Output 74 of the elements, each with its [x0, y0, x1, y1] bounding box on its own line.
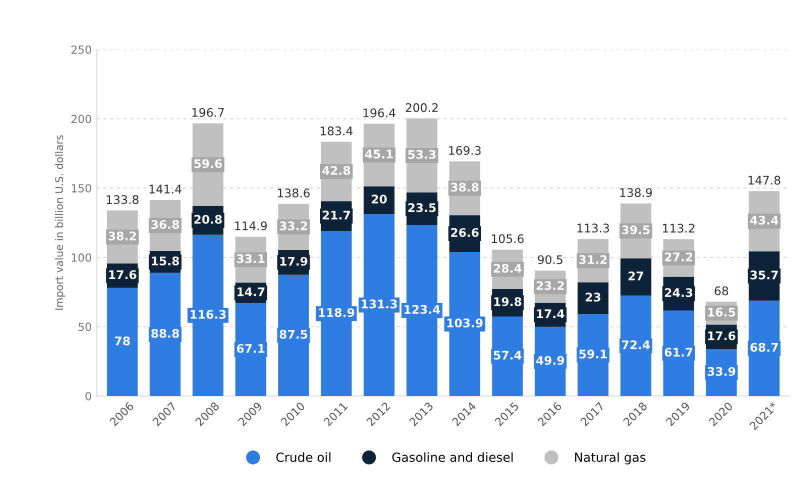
total-label: 138.9: [620, 188, 652, 198]
y-tick-label: 250: [71, 45, 92, 54]
total-label: 147.8: [748, 176, 780, 185]
total-label: 133.8: [106, 195, 138, 204]
data-label: 88.8: [151, 328, 180, 338]
total-label: 196.7: [192, 108, 224, 117]
data-label: 61.7: [664, 348, 692, 357]
data-label: 24.3: [665, 288, 692, 298]
data-label: 23.2: [536, 281, 564, 290]
data-label: 103.9: [447, 318, 483, 328]
total-label: 169.3: [449, 146, 481, 155]
y-tick-label: 50: [78, 322, 92, 332]
legend-label: Crude oil: [276, 452, 330, 462]
data-label: 67.1: [236, 344, 265, 353]
data-label: 42.8: [322, 166, 350, 175]
y-axis-title: Import value in billion U.S. dollars: [55, 135, 66, 310]
data-label: 116.3: [190, 310, 226, 319]
total-label: 196.4: [364, 108, 396, 118]
data-label: 14.7: [238, 287, 264, 296]
data-label: 31.2: [579, 255, 607, 264]
data-label: 19.8: [494, 297, 522, 306]
data-label: 59.1: [579, 350, 607, 358]
total-label: 113.2: [663, 224, 694, 233]
data-label: 33.9: [708, 367, 736, 376]
data-label: 78: [114, 336, 130, 346]
legend-label: Natural gas: [575, 452, 646, 464]
data-label: 39.5: [622, 225, 650, 234]
data-label: 20: [372, 194, 387, 204]
total-label: 200.2: [406, 103, 438, 112]
data-label: 131.3: [362, 300, 397, 308]
data-label: 21.7: [322, 210, 350, 220]
data-label: 16.5: [708, 308, 736, 317]
y-tick-label: 0: [86, 392, 92, 400]
data-label: 23: [586, 292, 600, 302]
data-label: 43.4: [750, 216, 778, 225]
data-label: 68.7: [750, 342, 778, 352]
total-label: 138.6: [278, 188, 310, 198]
data-label: 36.8: [151, 220, 180, 229]
data-label: 33.1: [236, 254, 265, 264]
data-label: 27: [628, 271, 644, 280]
total-label: 114.9: [235, 221, 267, 230]
data-label: 28.4: [494, 264, 522, 273]
data-label: 33.2: [280, 221, 308, 230]
data-label: 15.8: [152, 256, 180, 266]
data-label: 38.2: [108, 232, 136, 240]
y-tick-label: 100: [72, 253, 92, 262]
legend-label: Gasoline and diesel: [392, 452, 513, 462]
data-label: 118.9: [318, 308, 354, 318]
total-label: 90.5: [538, 255, 562, 264]
data-label: 35.7: [750, 270, 778, 280]
total-label: 68: [714, 286, 728, 296]
data-label: 72.4: [622, 340, 650, 350]
total-label: 113.3: [577, 224, 610, 233]
total-label: 105.6: [492, 234, 524, 244]
data-label: 53.3: [408, 150, 436, 159]
data-label: 57.4: [494, 350, 522, 360]
data-label: 23.5: [408, 203, 436, 212]
total-label: 141.4: [150, 184, 182, 194]
data-label: 59.6: [194, 159, 222, 168]
data-label: 45.1: [365, 150, 393, 158]
data-label: 38.8: [450, 182, 479, 192]
data-label: 17.4: [537, 309, 564, 318]
y-tick-label: 150: [72, 184, 92, 192]
data-label: 17.6: [708, 331, 736, 340]
data-label: 27.2: [665, 252, 692, 262]
total-label: 183.4: [320, 126, 353, 136]
data-label: 87.5: [280, 330, 308, 339]
data-label: 26.6: [451, 228, 479, 237]
data-label: 17.6: [109, 270, 136, 280]
data-label: 20.8: [194, 214, 222, 224]
data-label: 17.9: [280, 256, 308, 266]
y-tick-label: 200: [71, 114, 92, 124]
data-label: 49.9: [536, 356, 564, 365]
data-label: 123.4: [404, 304, 440, 314]
